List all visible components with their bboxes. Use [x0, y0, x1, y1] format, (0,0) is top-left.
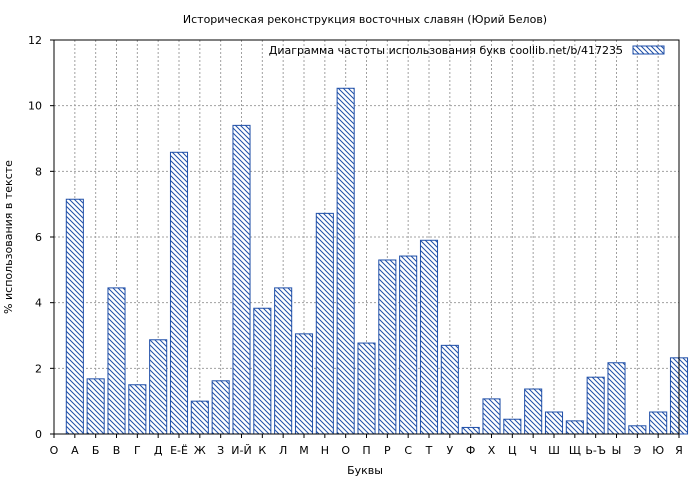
x-tick-label: О: [341, 444, 350, 457]
bar-10: [253, 307, 272, 435]
bar-5: [149, 339, 168, 435]
x-tick-label: Т: [425, 444, 433, 457]
bar-21: [482, 398, 501, 435]
bar-16: [378, 259, 397, 435]
x-tick-label: З: [217, 444, 224, 457]
bar-19: [440, 344, 459, 435]
x-tick-label: Д: [154, 444, 163, 457]
x-tick-label: О: [50, 444, 59, 457]
bar-18: [419, 239, 439, 435]
y-tick-label: 12: [28, 34, 42, 47]
x-tick-label: Ю: [652, 444, 664, 457]
x-tick-label: Н: [321, 444, 329, 457]
x-tick-label: К: [258, 444, 266, 457]
x-tick-label: Ш: [548, 444, 560, 457]
x-tick-label: Ф: [466, 444, 475, 457]
bar-7: [190, 400, 209, 435]
bar-12: [294, 333, 314, 435]
x-tick-label: Х: [488, 444, 496, 457]
y-tick-label: 6: [35, 231, 42, 244]
legend-label: Диаграмма частоты использования букв coo…: [269, 44, 623, 57]
x-tick-label: П: [362, 444, 370, 457]
bar-23: [524, 388, 543, 435]
x-tick-label: И-Й: [231, 444, 251, 457]
y-axis-label: % использования в тексте: [2, 160, 15, 314]
x-tick-label: Э: [633, 444, 641, 457]
bar-14: [336, 87, 355, 435]
x-tick-label: Ч: [529, 444, 537, 457]
bar-15: [357, 342, 376, 435]
x-tick-label: В: [113, 444, 121, 457]
x-tick-label: А: [71, 444, 79, 457]
bar-9: [232, 124, 251, 435]
bar-26: [586, 376, 605, 435]
y-tick-label: 8: [35, 165, 42, 178]
bars-group: [65, 87, 689, 435]
bar-25: [565, 420, 584, 435]
x-tick-label: Б: [92, 444, 100, 457]
x-tick-label: Г: [134, 444, 141, 457]
bar-22: [503, 418, 522, 435]
x-axis-ticks: О А Б В Г Д Е-Ё Ж З И-Й К Л М Н О П Р С Т У Ф Х Ц Ч Ш Щ Ь-Ъ Ы Э Ю Я: [50, 434, 683, 457]
x-tick-label: Е-Ё: [170, 444, 188, 457]
x-tick-label: У: [446, 444, 453, 457]
y-tick-label: 4: [35, 297, 42, 310]
bar-8: [211, 380, 230, 435]
bar-29: [649, 411, 668, 435]
x-tick-label: Ь-Ъ: [585, 444, 606, 457]
bar-28: [628, 425, 647, 435]
y-tick-label: 0: [35, 428, 42, 441]
x-tick-label: Ц: [508, 444, 517, 457]
bar-17: [399, 255, 418, 435]
x-tick-label: Ж: [194, 444, 206, 457]
x-tick-label: С: [404, 444, 412, 457]
bar-11: [274, 287, 293, 435]
x-tick-label: Я: [675, 444, 683, 457]
y-tick-label: 10: [28, 100, 42, 113]
chart-title: Историческая реконструкция восточных сла…: [183, 13, 547, 26]
x-tick-label: М: [299, 444, 309, 457]
y-tick-label: 2: [35, 362, 42, 375]
bar-20: [461, 426, 480, 435]
x-tick-label: Р: [384, 444, 391, 457]
bar-1: [65, 198, 84, 435]
x-axis-label: Буквы: [347, 464, 383, 477]
x-tick-label: Л: [279, 444, 287, 457]
bar-13: [315, 212, 334, 435]
y-axis-ticks: 0 2 4 6 8 10 12: [28, 34, 54, 441]
bar-2: [86, 378, 105, 435]
bar-3: [107, 287, 126, 435]
bar-4: [128, 384, 147, 435]
x-tick-label: Щ: [569, 444, 581, 457]
bar-24: [544, 411, 564, 435]
bar-27: [607, 362, 626, 435]
x-tick-label: Ы: [612, 444, 622, 457]
legend-swatch: [632, 45, 665, 55]
legend: Диаграмма частоты использования букв coo…: [269, 44, 665, 57]
bar-6: [169, 151, 189, 435]
